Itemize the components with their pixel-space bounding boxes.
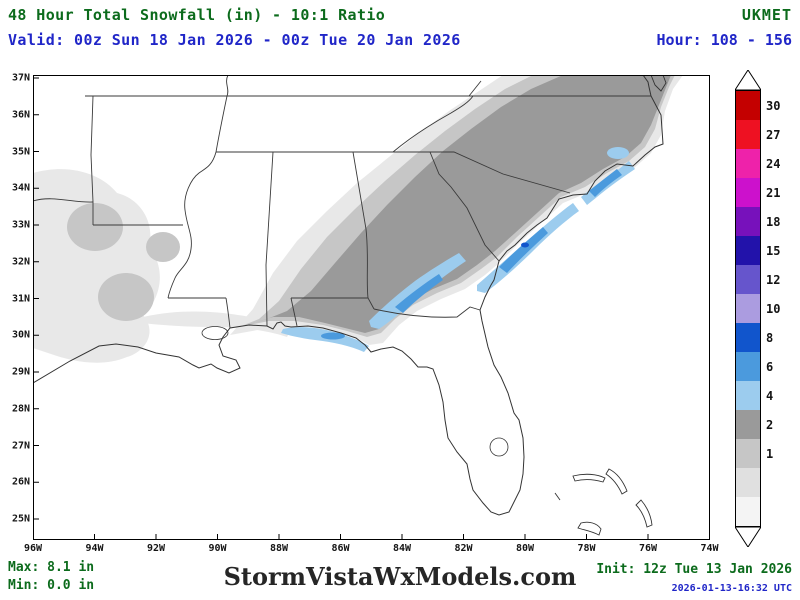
map-title: 48 Hour Total Snowfall (in) - 10:1 Ratio [8,6,386,24]
site-watermark: StormVistaWxModels.com [223,562,577,591]
lat-label: 31N [11,293,30,304]
colorbar-segment [736,352,760,381]
lon-label: 92W [146,543,166,554]
colorbar-segment [736,439,760,468]
colorbar-up-arrow-icon [735,70,761,90]
lon-label: 94W [85,543,104,554]
colorbar-label: 18 [766,214,781,229]
colorbar-segment [736,149,760,178]
lat-label: 28N [11,403,30,415]
max-value: Max: 8.1 in [8,560,95,575]
lon-label: 80W [515,543,535,554]
snowfall-shading [33,75,683,363]
min-value: Min: 0.0 in [8,578,95,593]
colorbar-segment [736,91,760,120]
colorbar-label: 30 [766,98,781,113]
lat-label: 30N [11,329,30,341]
snow-4in-panhandle [281,327,369,352]
lon-label: 90W [208,543,227,554]
lon-label: 78W [577,543,596,554]
colorbar-label: 2 [766,417,774,432]
lat-label: 34N [11,182,30,194]
init-time: Init: 12z Tue 13 Jan 2026 [596,562,792,577]
colorbar-segment [736,207,760,236]
colorbar-label: 4 [766,388,774,403]
colorbar-segment [736,323,760,352]
colorbar-label: 27 [766,127,781,142]
colorbar-segment [736,178,760,207]
colorbar-label: 6 [766,359,774,374]
colorbar-segment [736,294,760,323]
colorbar-down-arrow-icon [735,527,761,547]
colorbar-segment [736,497,760,526]
colorbar-label: 15 [766,243,781,258]
colorbar-segment [736,410,760,439]
colorbar [735,90,761,527]
colorbar-segment [736,236,760,265]
valid-time-range: Valid: 00z Sun 18 Jan 2026 - 00z Tue 20 … [8,31,461,49]
lon-label: 88W [269,543,289,554]
colorbar-segment [736,265,760,294]
snow-1in-blob [146,232,180,262]
lake-okeechobee [489,437,509,457]
lon-label: 74W [700,543,719,554]
lat-label: 26N [11,476,30,488]
lon-label: 82W [454,543,473,554]
colorbar-segment [736,120,760,149]
lat-label: 25N [11,513,30,525]
colorbar-label: 10 [766,301,781,316]
snowfall-map [33,75,710,540]
snow-6in-streak [395,274,443,313]
lat-label: 35N [11,146,30,157]
lat-label: 36N [11,109,30,121]
colorbar-label: 24 [766,156,781,171]
generated-timestamp: 2026-01-13-16:32 UTC [671,583,792,594]
lat-label: 27N [11,440,30,451]
snow-1in-blob [98,273,154,321]
state-borders [33,75,651,329]
colorbar-segment [736,468,760,497]
snow-trace-west-region [33,169,160,363]
delmarva-peninsula [650,75,667,92]
snow-6in-streak [589,169,622,197]
colorbar-label: 21 [766,185,781,200]
lat-label: 33N [11,219,30,231]
snow-4in-blob [607,147,629,159]
lat-label: 32N [11,256,30,268]
lon-label: 96W [23,543,43,554]
lon-label: 84W [392,543,412,554]
colorbar-label: 1 [766,446,774,461]
snow-8in-spot [521,242,529,248]
coastline [33,75,664,516]
bahamas-islands [554,468,653,536]
colorbar-label: 8 [766,330,774,345]
forecast-hour-range: Hour: 108 - 156 [656,31,792,49]
lat-label: 37N [11,72,30,84]
lon-label: 76W [638,543,658,554]
snow-6in-streak [321,332,345,340]
snow-2in-band [247,75,671,333]
snow-1in-blob [67,203,123,251]
colorbar-segment [736,381,760,410]
lat-label: 29N [11,366,30,378]
model-name: UKMET [741,6,792,24]
lon-label: 86W [331,543,350,554]
map-frame [33,75,710,540]
colorbar-label: 12 [766,272,781,287]
lake-pontchartrain [201,326,229,340]
snow-6in-streak [499,227,548,273]
